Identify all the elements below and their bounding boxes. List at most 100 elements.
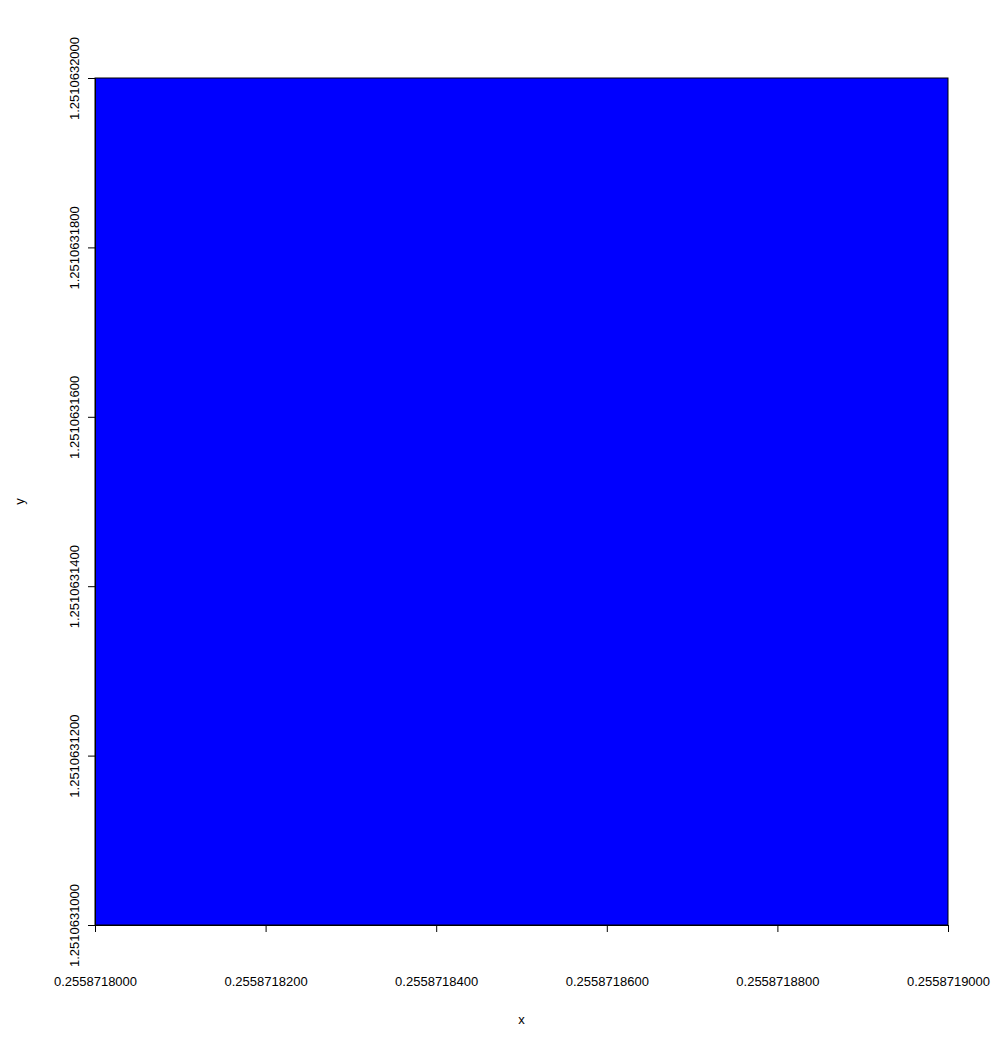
x-tick: 0.2558718600 [566, 925, 649, 989]
fractal-cell [95, 220, 948, 224]
fractal-cell [95, 810, 948, 814]
fractal-cell [95, 176, 948, 180]
fractal-cell [95, 830, 948, 834]
fractal-cell [95, 834, 948, 838]
y-tick: 1.2510631600 [67, 376, 95, 459]
fractal-cell [95, 481, 948, 485]
y-tick-label: 1.2510631600 [67, 376, 82, 459]
fractal-cell [95, 576, 948, 580]
fractal-cell [95, 105, 948, 109]
fractal-cell [95, 583, 948, 587]
fractal-cell [95, 617, 948, 621]
fractal-cell [95, 732, 948, 736]
x-tick: 0.2558718800 [736, 925, 819, 989]
fractal-cell [95, 230, 948, 234]
fractal-cell [95, 186, 948, 190]
fractal-cell [95, 661, 948, 665]
fractal-cell [95, 288, 948, 292]
fractal-cell [95, 610, 948, 614]
fractal-cell [95, 769, 948, 773]
fractal-cell [95, 915, 948, 919]
fractal-cell [95, 329, 948, 333]
fractal-cell [95, 651, 948, 655]
fractal-cell [95, 922, 948, 925]
x-axis-line [96, 925, 949, 926]
fractal-cell [95, 668, 948, 672]
fractal-cell [95, 742, 948, 746]
fractal-cell [95, 874, 948, 878]
fractal-cell [95, 600, 948, 604]
fractal-cell [95, 420, 948, 424]
fractal-cell [95, 579, 948, 583]
y-tick-label: 1.2510631800 [67, 206, 82, 289]
x-axis: 0.25587180000.25587182000.25587184000.25… [54, 925, 990, 989]
fractal-cell [95, 224, 948, 228]
y-tick-label: 1.2510631000 [67, 884, 82, 967]
fractal-cell [95, 715, 948, 719]
fractal-cell [95, 410, 948, 414]
fractal-cell [95, 827, 948, 831]
fractal-cell [95, 339, 948, 343]
fractal-cell [95, 881, 948, 885]
fractal-cell [95, 247, 948, 251]
fractal-cell [95, 251, 948, 255]
fractal-cell [95, 461, 948, 465]
fractal-cell [95, 217, 948, 221]
fractal-cell [95, 539, 948, 543]
fractal-cell [95, 346, 948, 350]
fractal-cell [95, 193, 948, 197]
fractal-cell [95, 119, 948, 123]
fractal-cell [95, 766, 948, 770]
fractal-cell [95, 173, 948, 177]
fractal-cell [95, 478, 948, 482]
fractal-cell [95, 515, 948, 519]
fractal-cell [95, 796, 948, 800]
fractal-cell [95, 491, 948, 495]
y-tick-mark [88, 417, 95, 418]
fractal-cell [95, 108, 948, 112]
x-tick: 0.2558718400 [395, 925, 478, 989]
fractal-cell [95, 390, 948, 394]
y-tick-label: 1.2510631400 [67, 545, 82, 628]
fractal-cell [95, 132, 948, 136]
fractal-cell [95, 115, 948, 119]
fractal-cell [95, 911, 948, 915]
fractal-cell [95, 332, 948, 336]
fractal-cell [95, 447, 948, 451]
fractal-cell [95, 393, 948, 397]
y-tick: 1.2510632000 [67, 37, 95, 120]
fractal-cell [95, 197, 948, 201]
fractal-cell [95, 386, 948, 390]
fractal-cell [95, 122, 948, 126]
fractal-cell [95, 417, 948, 421]
fractal-cell [95, 295, 948, 299]
fractal-cell [95, 366, 948, 370]
fractal-cell [95, 237, 948, 241]
fractal-cell [95, 505, 948, 509]
fractal-cell [95, 779, 948, 783]
fractal-cell [95, 895, 948, 899]
fractal-cell [95, 298, 948, 302]
fractal-cell [95, 424, 948, 428]
fractal-cell [95, 403, 948, 407]
fractal-cell [95, 678, 948, 682]
fractal-cell [95, 319, 948, 323]
fractal-cell [95, 325, 948, 329]
fractal-cell [95, 620, 948, 624]
fractal-cell [95, 864, 948, 868]
fractal-cell [95, 800, 948, 804]
x-tick-label: 0.2558718400 [395, 974, 478, 989]
chart: 0.25587180000.25587182000.25587184000.25… [0, 0, 1000, 1050]
fractal-cell [95, 430, 948, 434]
fractal-cell [95, 586, 948, 590]
fractal-cell [95, 657, 948, 661]
fractal-cell [95, 549, 948, 553]
fractal-cell [95, 535, 948, 539]
fractal-cell [95, 695, 948, 699]
fractal-cell [95, 315, 948, 319]
fractal-cell [95, 556, 948, 560]
fractal-cell [95, 603, 948, 607]
y-tick-label: 1.2510632000 [67, 37, 82, 120]
fractal-cell [95, 356, 948, 360]
x-tick-mark [948, 925, 949, 932]
